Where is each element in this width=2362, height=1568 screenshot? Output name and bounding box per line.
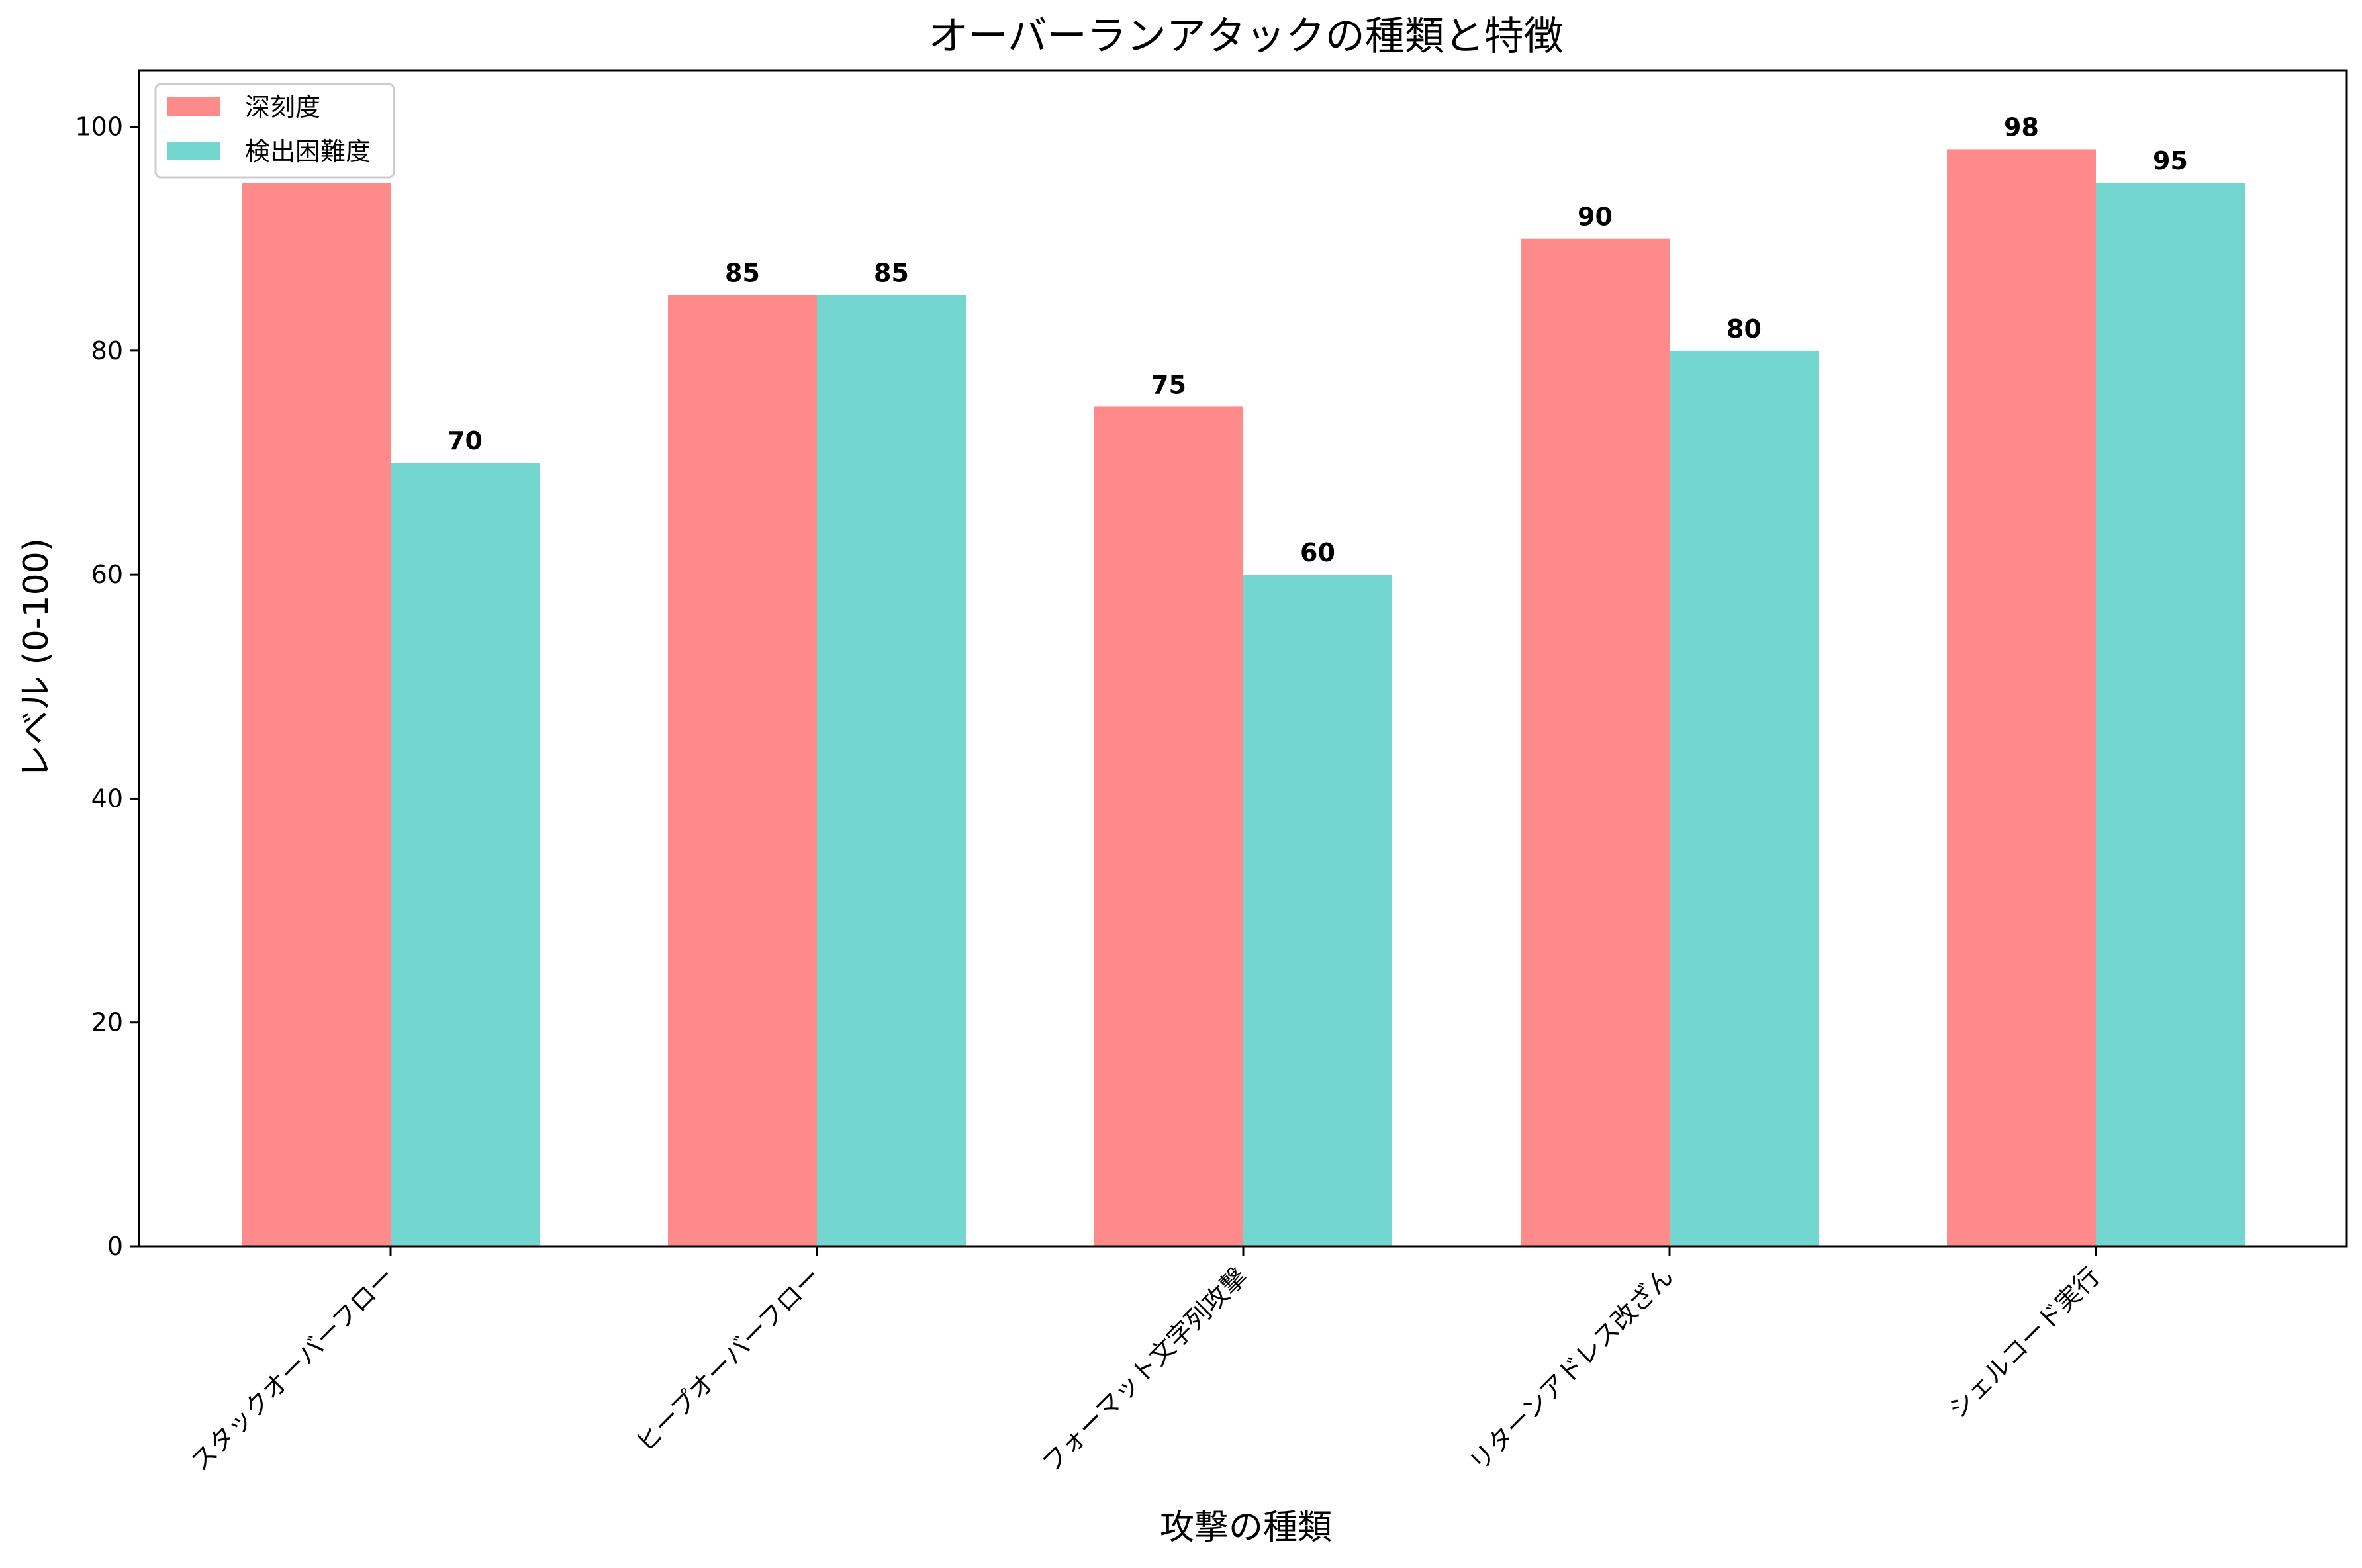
y-tick-label: 20 <box>91 1008 123 1037</box>
bars-layer <box>242 149 2245 1247</box>
bar-severity-1 <box>668 295 817 1247</box>
bar-detection-3 <box>1670 350 1819 1246</box>
chart-title: オーバーランアタックの種類と特徴 <box>928 13 1563 60</box>
plot-frame <box>138 69 2348 1248</box>
y-tick-label: 40 <box>91 784 123 813</box>
bar-detection-4 <box>2096 183 2245 1247</box>
data-labels: 85 75 90 98 70 85 60 80 95 <box>448 113 2188 567</box>
legend: 深刻度 検出困難度 <box>154 83 395 179</box>
bar-detection-2 <box>1243 575 1392 1246</box>
data-label-severity-3: 90 <box>1578 203 1613 232</box>
bar-severity-3 <box>1521 238 1670 1246</box>
data-label-detection-2: 60 <box>1300 538 1335 567</box>
data-label-detection-1: 85 <box>874 258 909 287</box>
data-label-severity-2: 75 <box>1151 370 1186 399</box>
data-label-detection-0: 70 <box>448 426 483 455</box>
data-label-detection-4: 95 <box>2153 146 2188 175</box>
data-label-detection-3: 80 <box>1726 314 1762 344</box>
bar-severity-2 <box>1094 406 1243 1246</box>
y-tick-label: 100 <box>75 113 123 142</box>
legend-swatch-detection <box>167 142 220 160</box>
bar-detection-1 <box>817 295 966 1247</box>
bar-severity-4 <box>1947 149 2096 1246</box>
data-label-severity-1: 85 <box>725 258 760 287</box>
y-axis-ticks: 0 20 40 60 80 100 <box>75 113 139 1261</box>
x-axis-label: 攻撃の種類 <box>1160 1508 1332 1547</box>
y-tick-label: 60 <box>91 560 123 589</box>
y-axis-label: レベル (0-100) <box>17 538 56 779</box>
legend-label-severity: 深刻度 <box>245 93 320 122</box>
y-tick-label: 0 <box>107 1232 123 1261</box>
bar-detection-0 <box>391 463 540 1246</box>
bar-severity-0 <box>242 183 391 1247</box>
y-tick-label: 80 <box>91 336 123 365</box>
legend-swatch-severity <box>167 97 220 116</box>
legend-label-detection: 検出困難度 <box>245 137 371 166</box>
data-label-severity-4: 98 <box>2004 113 2039 142</box>
